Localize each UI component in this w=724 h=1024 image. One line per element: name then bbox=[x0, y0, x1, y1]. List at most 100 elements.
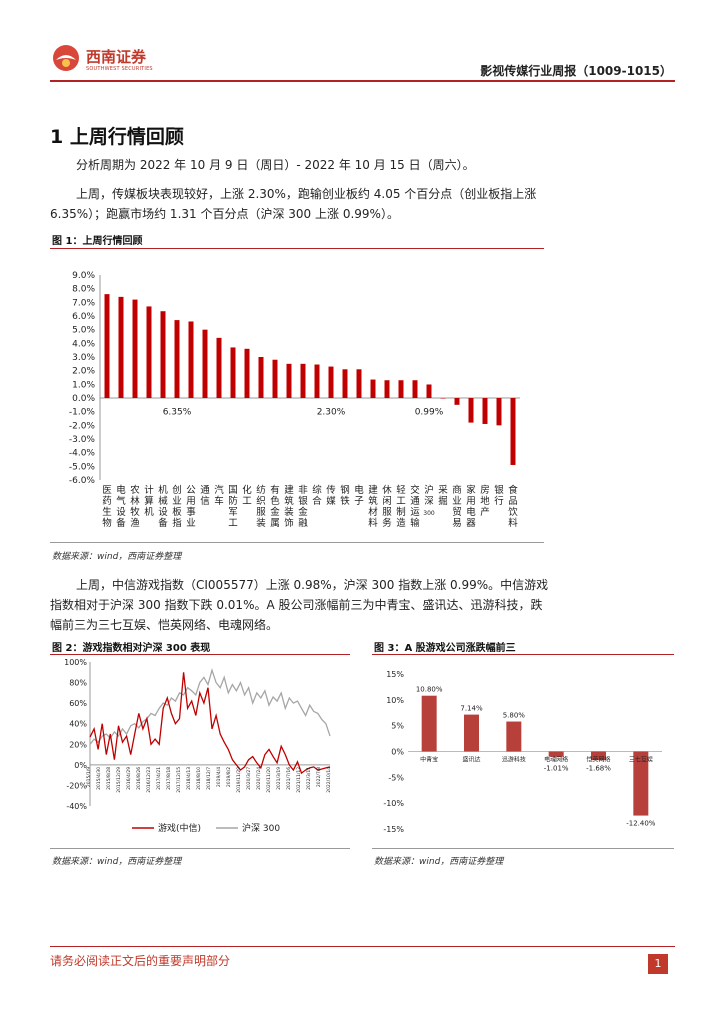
fig1-bar bbox=[412, 380, 418, 398]
fig1-category-label: 家 bbox=[466, 484, 476, 496]
fig1-category-label: 筑 bbox=[284, 495, 294, 507]
fig3-category-label: 三七互娱 bbox=[629, 756, 653, 764]
fig1-category-label: 算 bbox=[144, 495, 154, 507]
fig1-category-label: 板 bbox=[172, 506, 182, 518]
fig1-ytick-label: -1.0% bbox=[69, 408, 96, 418]
fig3-top-rule bbox=[372, 654, 674, 655]
fig3-bottom-rule bbox=[372, 848, 674, 849]
fig3-bar-chart: 15% 10% 5% 0% -5% -10% -15% 10.80% 中青宝 7.14% 盛讯达 5.… bbox=[383, 670, 662, 834]
fig1-bar bbox=[300, 363, 306, 398]
fig1-category-label: 建 bbox=[284, 484, 294, 496]
fig2-xtick-label: 2019/8/2 bbox=[226, 767, 232, 787]
fig2-xtick-label: 2016/12/23 bbox=[146, 767, 152, 793]
fig2-ytick-label: 20% bbox=[69, 740, 87, 749]
fig1-category-label: 色 bbox=[270, 495, 280, 507]
fig1-category-label: 织 bbox=[256, 495, 266, 507]
fig1-bar bbox=[328, 366, 334, 398]
fig1-category-label: 器 bbox=[466, 518, 476, 529]
fig1-bar bbox=[146, 306, 152, 398]
fig2-legend-label: 沪深 300 bbox=[242, 822, 280, 834]
fig1-category-label: 用 bbox=[466, 496, 476, 507]
fig1-category-label: 饮 bbox=[508, 506, 518, 518]
fig1-category-label: 属 bbox=[270, 518, 280, 529]
fig1-category-label: 械 bbox=[158, 495, 168, 507]
fig1-category-label: 车 bbox=[214, 495, 224, 507]
fig1-category-label: 纺 bbox=[256, 484, 266, 496]
fig1-bar bbox=[202, 329, 208, 398]
fig1-category-label: 服 bbox=[256, 507, 266, 518]
fig1-category-label: 通 bbox=[200, 485, 210, 496]
fig1-category-label: 易 bbox=[452, 518, 462, 529]
fig1-category-label: 牧 bbox=[130, 506, 140, 518]
fig1-category-label: 气 bbox=[116, 495, 126, 507]
fig2-xtick-label: 2021/3/19 bbox=[276, 767, 282, 790]
fig1-annotation-label: 6.35% bbox=[163, 408, 192, 418]
page-number: 1 bbox=[648, 954, 668, 974]
fig1-bar bbox=[216, 337, 222, 398]
fig1-bottom-rule bbox=[50, 542, 544, 543]
fig1-category-label: 地 bbox=[480, 495, 490, 507]
fig2-xtick-label: 2021/11/12 bbox=[296, 767, 302, 793]
fig1-category-label: 生 bbox=[102, 506, 112, 518]
fig1-category-label: 备 bbox=[116, 517, 126, 529]
fig1-category-label: 渔 bbox=[130, 518, 140, 529]
fig1-category-label: 农 bbox=[130, 484, 140, 496]
paragraph-game-line2: 指数相对于沪深 300 指数下跌 0.01%。A 股公司涨幅前三为中青宝、盛讯达… bbox=[50, 598, 543, 612]
fig2-ytick-label: -40% bbox=[66, 802, 87, 811]
fig3-bar bbox=[548, 751, 564, 757]
fig2-source: 数据来源：wind，西南证券整理 bbox=[52, 857, 182, 867]
fig1-category-label: 设 bbox=[158, 507, 168, 518]
fig1-category-label: 事 bbox=[186, 506, 196, 518]
fig2-bottom-rule bbox=[50, 848, 350, 849]
fig1-category-label: 造 bbox=[396, 517, 406, 529]
fig1-category-label: 工 bbox=[396, 496, 406, 507]
fig1-bar bbox=[286, 363, 292, 398]
fig1-ytick-label: 8.0% bbox=[72, 285, 95, 295]
fig1-category-label: 媒 bbox=[326, 495, 336, 507]
fig1-bar bbox=[272, 359, 278, 398]
fig1-category-label: 国 bbox=[228, 485, 238, 496]
fig1-category-label: 休 bbox=[382, 484, 392, 496]
fig1-bar bbox=[258, 357, 264, 398]
fig1-bar bbox=[482, 398, 488, 424]
fig2-xtick-label: 2020/3/27 bbox=[246, 767, 252, 790]
fig3-value-label: -12.40% bbox=[626, 820, 656, 828]
fig2-xtick-label: 2017/12/15 bbox=[176, 767, 182, 793]
fig1-category-label: 公 bbox=[186, 485, 196, 496]
fig2-xtick-label: 2019/4/4 bbox=[216, 767, 222, 787]
fig2-xtick-label: 2018/4/13 bbox=[186, 767, 192, 790]
fig3-ytick-label: 10% bbox=[386, 696, 404, 705]
fig1-category-label: 林 bbox=[130, 495, 140, 507]
fig1-source: 数据来源：wind，西南证券整理 bbox=[52, 552, 182, 562]
fig1-bar bbox=[174, 320, 180, 398]
fig3-value-label: -1.68% bbox=[586, 765, 611, 773]
fig1-category-label: 房 bbox=[480, 484, 490, 496]
fig1-bar bbox=[188, 321, 194, 398]
fig1-category-label: 轻 bbox=[396, 484, 406, 496]
fig2-xtick-label: 2017/8/18 bbox=[166, 767, 172, 790]
fig1-category-label: 制 bbox=[396, 506, 406, 518]
fig1-category-label: 机 bbox=[158, 484, 168, 496]
fig1-category-label: 采 bbox=[438, 485, 448, 496]
fig1-bar bbox=[468, 398, 474, 423]
fig3-ytick-label: 0% bbox=[391, 748, 404, 757]
fig2-xtick-label: 2016/4/29 bbox=[126, 767, 132, 790]
fig1-category-label: 综 bbox=[312, 484, 322, 496]
fig1-category-label: 务 bbox=[382, 517, 392, 529]
fig3-ytick-label: 15% bbox=[386, 670, 404, 679]
fig1-bar bbox=[104, 294, 110, 398]
fig1-bar bbox=[454, 398, 460, 405]
footer-disclaimer: 请务必阅读正文后的重要声明部分 bbox=[50, 954, 231, 968]
fig1-ytick-label: -3.0% bbox=[69, 435, 96, 445]
fig1-category-label: 银 bbox=[494, 484, 504, 496]
footer-divider bbox=[50, 946, 675, 947]
fig3-ytick-label: -5% bbox=[388, 773, 404, 782]
fig1-ytick-label: 5.0% bbox=[72, 326, 95, 336]
fig2-series-line bbox=[89, 667, 331, 745]
fig1-category-label: 贸 bbox=[452, 506, 462, 518]
fig3-title: 图 3：A 股游戏公司涨跌幅前三 bbox=[374, 643, 516, 654]
fig1-category-label: 通 bbox=[410, 496, 420, 507]
fig2-xtick-label: 2022/3/11 bbox=[306, 767, 312, 790]
fig2-ytick-label: 100% bbox=[64, 658, 87, 667]
fig1-category-label: 用 bbox=[186, 496, 196, 507]
